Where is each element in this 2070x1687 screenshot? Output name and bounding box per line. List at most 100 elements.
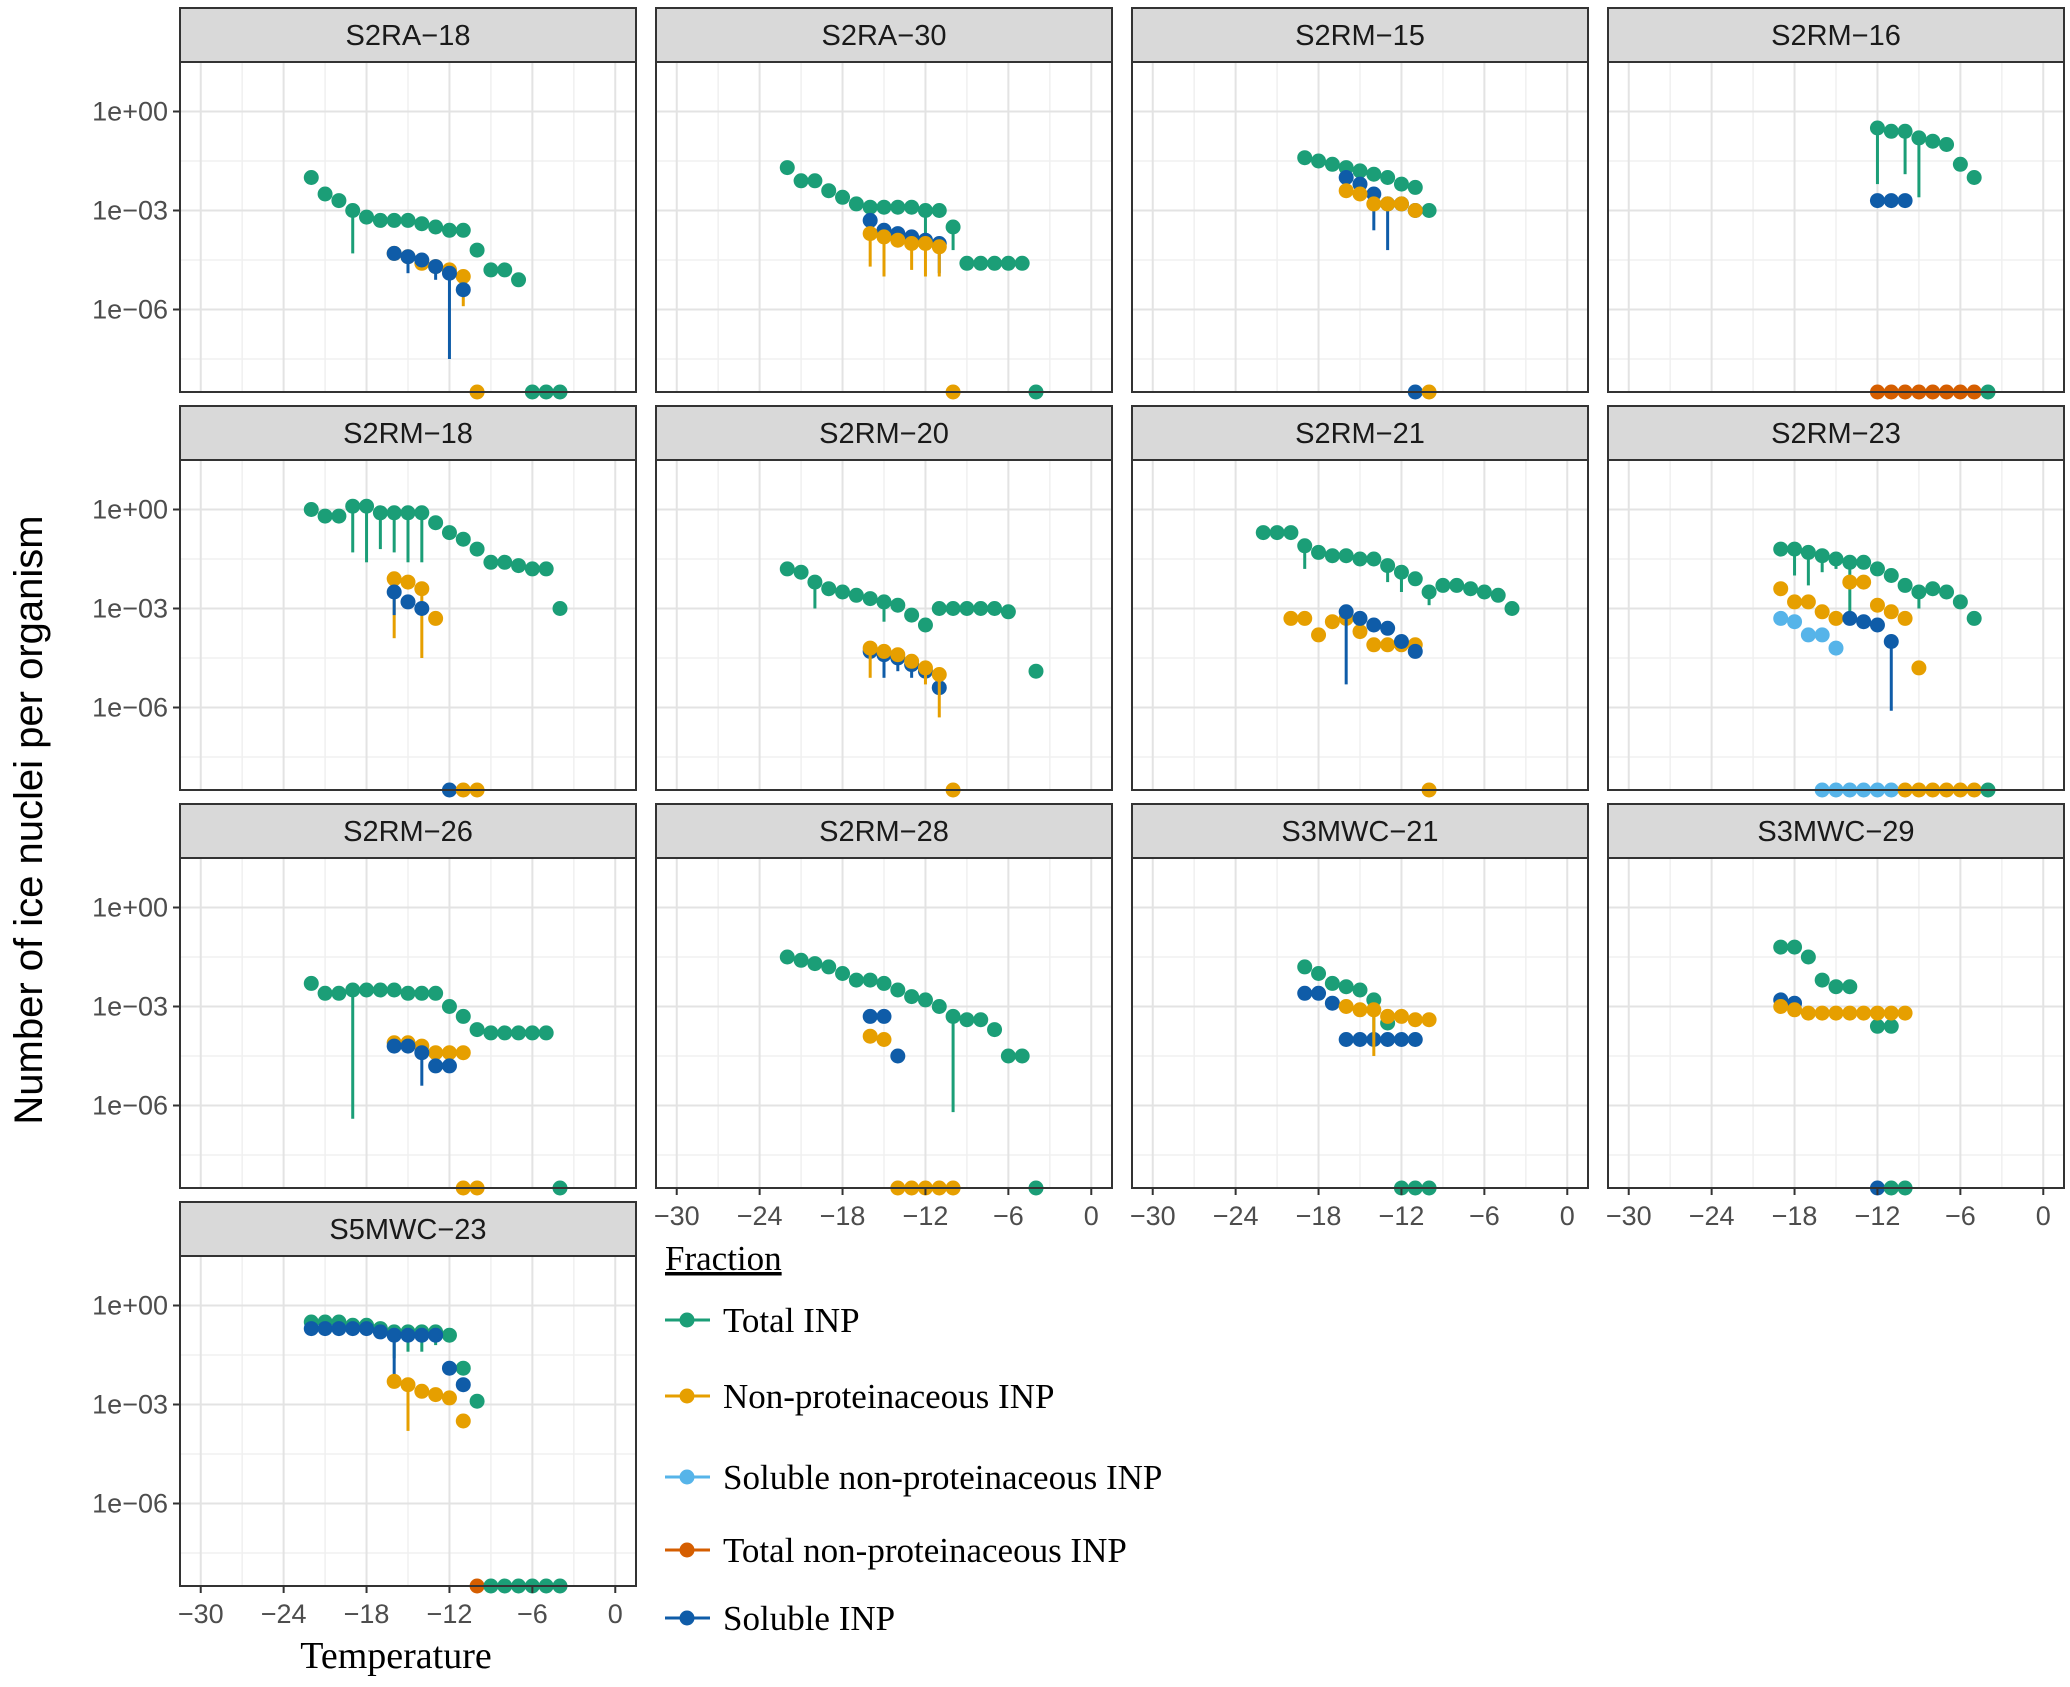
data-point: [1421, 203, 1437, 218]
data-point: [1787, 939, 1803, 955]
data-point: [331, 193, 347, 209]
x-tick-label: −6: [1469, 1201, 1500, 1231]
data-point: [835, 584, 851, 600]
data-point: [807, 956, 823, 972]
data-point: [876, 975, 892, 991]
data-point: [331, 985, 347, 1001]
y-tick-label: 1e−03: [92, 1390, 168, 1420]
data-point: [1869, 617, 1885, 633]
data-point: [1842, 574, 1858, 590]
data-point: [1324, 156, 1340, 172]
legend-label: Soluble non-proteinaceous INP: [723, 1458, 1162, 1497]
data-point: [876, 199, 892, 215]
data-point: [1366, 551, 1382, 567]
data-point: [1828, 1005, 1844, 1021]
data-point: [400, 1038, 416, 1054]
data-layer: [1869, 120, 1996, 400]
data-point: [538, 561, 554, 577]
data-point: [303, 502, 319, 517]
x-tick-label: −12: [427, 1599, 473, 1629]
data-point: [345, 1321, 361, 1337]
data-point: [1939, 584, 1955, 600]
data-point: [1380, 1008, 1396, 1024]
gridlines: [1608, 858, 2064, 1188]
data-point: [455, 1008, 471, 1024]
data-point: [890, 647, 906, 663]
data-point: [303, 170, 319, 185]
data-point: [400, 1327, 416, 1343]
data-point: [931, 239, 947, 255]
data-point: [890, 1048, 906, 1064]
data-point: [1421, 584, 1437, 600]
data-point: [455, 269, 471, 284]
data-point: [1352, 624, 1368, 640]
data-point: [1393, 1032, 1409, 1047]
legend-key-point: [679, 1469, 695, 1485]
data-point: [1324, 975, 1340, 991]
data-point: [821, 183, 837, 199]
facet-panel: S5MWC−23 1e+00 1e−03 1e−06 −30 −24 −18 −12 −6 0: [92, 1201, 637, 1629]
data-point: [1380, 170, 1396, 185]
data-point: [1925, 581, 1941, 597]
data-point: [1014, 1048, 1030, 1064]
data-point: [862, 1028, 878, 1044]
facet-strip: [1607, 405, 2065, 461]
data-point: [317, 985, 333, 1001]
x-tick-label: 0: [2036, 1201, 2051, 1231]
data-point: [455, 1045, 471, 1061]
data-point: [848, 587, 864, 603]
gridlines: [180, 858, 636, 1188]
data-point: [317, 508, 333, 524]
data-point: [386, 571, 402, 587]
data-point: [483, 554, 499, 570]
data-point: [1773, 541, 1789, 557]
facet-title: S2RM−23: [1771, 418, 1901, 450]
data-point: [1311, 966, 1327, 981]
data-point: [1352, 551, 1368, 567]
data-point: [959, 1012, 975, 1028]
facet-panel: S2RM−21: [1131, 405, 1589, 798]
data-point: [835, 966, 851, 981]
data-point: [1297, 150, 1313, 166]
data-layer: [1773, 541, 1996, 798]
data-point: [1911, 584, 1927, 600]
data-point: [511, 272, 527, 288]
legend-label: Total INP: [723, 1301, 860, 1340]
y-tick-label: 1e−06: [92, 1091, 168, 1121]
data-point: [931, 203, 947, 218]
data-point: [1828, 551, 1844, 567]
data-point: [862, 640, 878, 656]
legend-key-point: [679, 1542, 695, 1558]
data-point: [400, 212, 416, 228]
data-point: [455, 1413, 471, 1429]
facet-panel: S2RM−15: [1131, 7, 1589, 400]
data-point: [497, 554, 513, 570]
gridlines: [1132, 62, 1588, 392]
data-point: [1407, 643, 1423, 659]
facet-title: S2RM−18: [343, 418, 473, 450]
data-point: [511, 1025, 527, 1041]
data-layer: [779, 949, 1044, 1196]
data-point: [1883, 568, 1899, 583]
data-point: [1352, 982, 1368, 998]
data-point: [1407, 571, 1423, 587]
data-point: [1352, 1002, 1368, 1018]
data-point: [331, 1321, 347, 1337]
data-point: [1897, 123, 1913, 139]
panel-border: [179, 61, 637, 393]
data-point: [1297, 610, 1313, 626]
data-point: [1393, 634, 1409, 649]
panel-border: [179, 459, 637, 791]
data-point: [1773, 939, 1789, 955]
data-point: [876, 643, 892, 659]
legend: Fraction Total INP Non-proteinaceous INP S…: [665, 1239, 1162, 1638]
data-point: [1828, 610, 1844, 626]
data-point: [1311, 153, 1327, 169]
data-point: [876, 594, 892, 610]
data-point: [400, 594, 416, 610]
data-point: [917, 992, 933, 1008]
data-layer: [779, 160, 1044, 400]
data-point: [455, 531, 471, 547]
data-layer: [1297, 959, 1437, 1196]
facet-strip: [179, 803, 637, 859]
